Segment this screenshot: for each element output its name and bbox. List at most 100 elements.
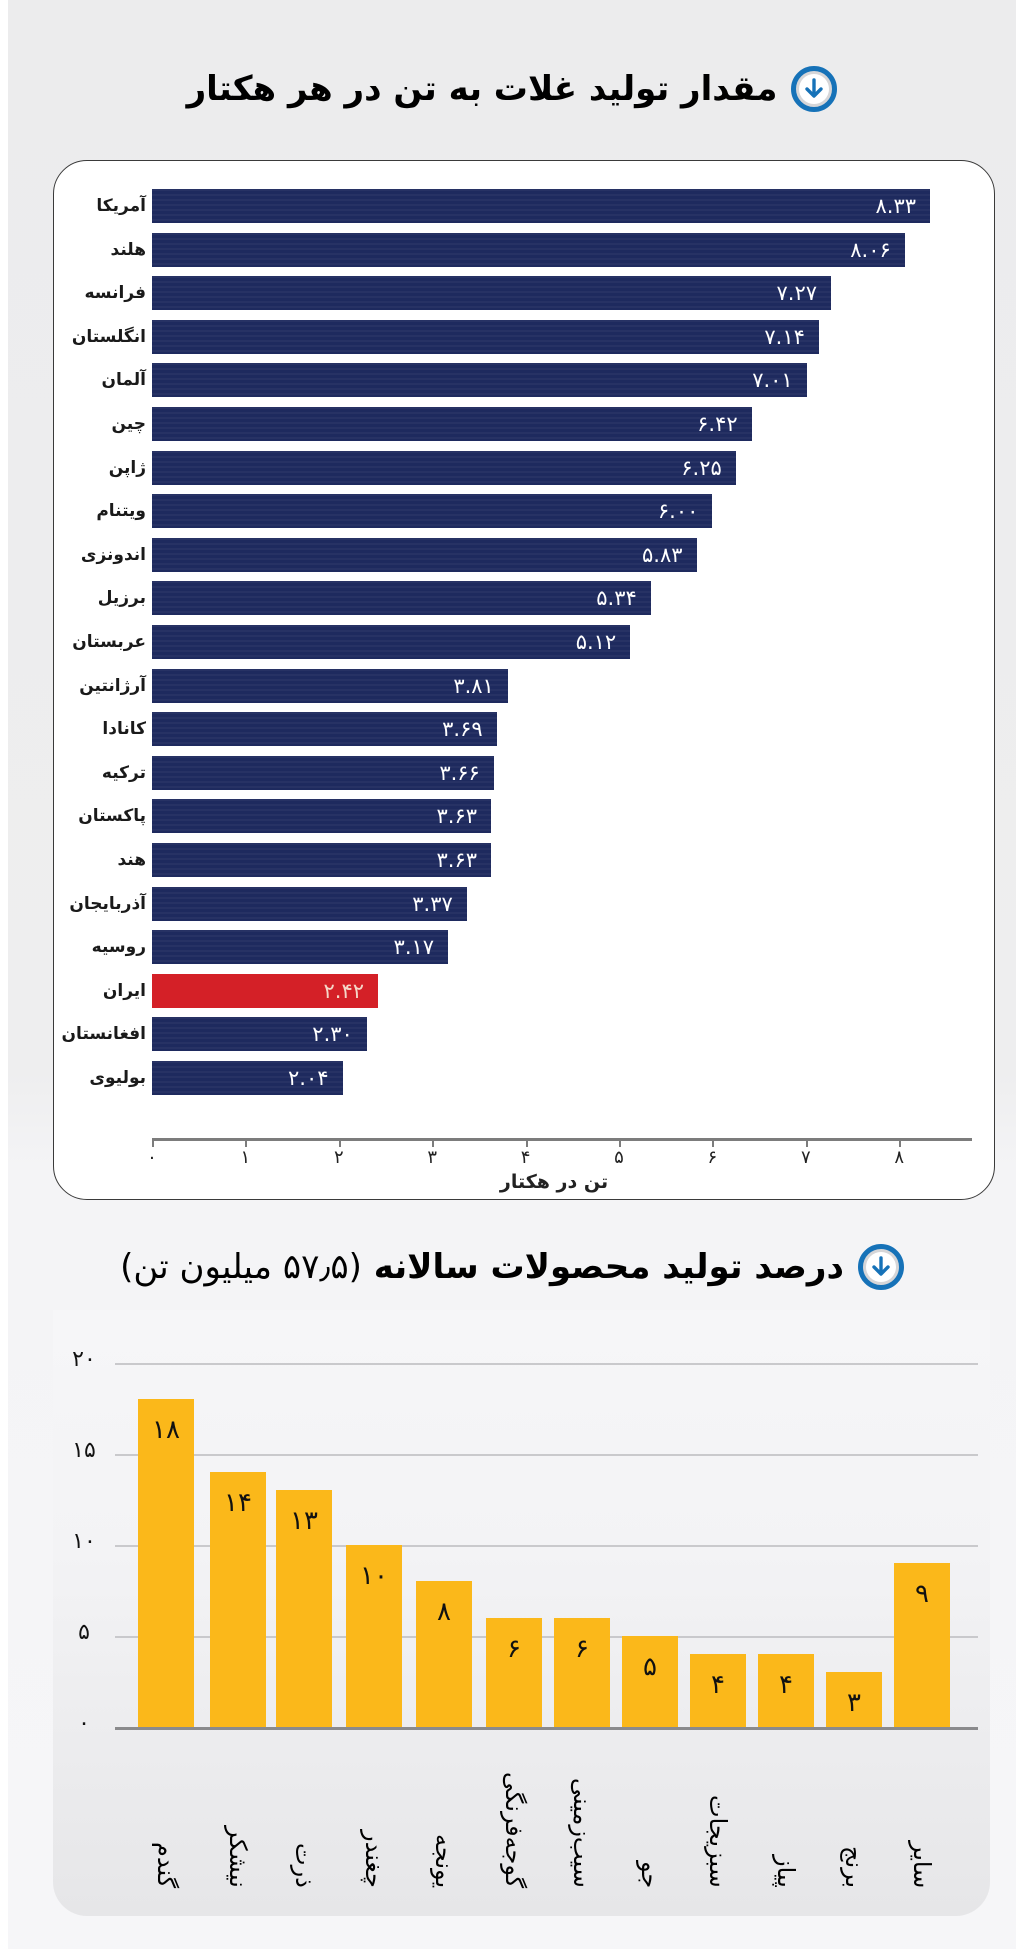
bar-row: آلمان ۷.۰۱ <box>54 363 994 398</box>
bar-category-label: آذربایجان <box>69 893 146 914</box>
x-tick <box>525 1141 528 1147</box>
bar-category-label: پیاز <box>772 1855 800 1888</box>
bar-category-label: برنج <box>840 1845 868 1888</box>
y-tick-label: ۵ <box>78 1620 90 1645</box>
category-label-wrap: پیاز <box>758 1738 814 1888</box>
bar-category-label: ذرت <box>290 1843 318 1888</box>
section2-title-bold: درصد تولید محصولات سالانه <box>373 1247 845 1287</box>
bar: ۲.۰۴ <box>152 1061 343 1095</box>
bar-category-label: جو <box>636 1860 664 1888</box>
bar-category-label: اندونزی <box>80 544 146 565</box>
bar: ۱۰ <box>346 1545 402 1727</box>
section2-title-subtitle: (۵۷٫۵ میلیون تن) <box>120 1247 363 1287</box>
bar-category-label: گندم <box>152 1841 180 1888</box>
bar: ۶.۲۵ <box>152 450 736 485</box>
bar-row: انگلستان ۷.۱۴ <box>54 319 994 354</box>
bar-row: آرژانتین ۳.۸۱ <box>54 668 994 703</box>
bar-row: کانادا ۳.۶۹ <box>54 712 994 747</box>
bar: ۳ <box>826 1672 882 1727</box>
bar-value-label: ۶ <box>507 1633 521 1664</box>
category-label-wrap: چغندر <box>346 1738 402 1888</box>
bar-row: فرانسه ۷.۲۷ <box>54 276 994 311</box>
bar: ۹ <box>894 1563 950 1727</box>
y-tick-label: ۱۵ <box>72 1438 96 1463</box>
gridline <box>115 1363 978 1365</box>
bar-value-label: ۱۸ <box>152 1415 180 1446</box>
x-tick <box>805 1141 808 1147</box>
bar-category-label: برزیل <box>97 588 146 609</box>
bar-value-label: ۶.۲۵ <box>681 455 722 480</box>
category-label-wrap: جو <box>622 1738 678 1888</box>
bar-row: پاکستان ۳.۶۳ <box>54 799 994 834</box>
bar: ۱۴ <box>210 1472 266 1727</box>
crop-share-panel <box>53 1310 990 1916</box>
bar-value-label: ۴ <box>779 1670 793 1701</box>
bar-category-label: ترکیه <box>101 762 146 783</box>
bar-row: آمریکا ۸.۳۳ <box>54 189 994 223</box>
bar: ۵ <box>622 1636 678 1727</box>
category-label-wrap: سایر <box>894 1738 950 1888</box>
bar-category-label: نیشکر <box>224 1826 252 1888</box>
bar-category-label: فرانسه <box>84 283 146 304</box>
category-label-wrap: نیشکر <box>210 1738 266 1888</box>
bar-category-label: چین <box>111 414 147 434</box>
bar-value-label: ۷.۲۷ <box>776 281 818 306</box>
section2-title: درصد تولید محصولات سالانه (۵۷٫۵ میلیون ت… <box>120 1247 845 1287</box>
bar-category-label: ژاپن <box>108 457 146 478</box>
y-tick-label: ۲۰ <box>72 1347 96 1372</box>
bar: ۶.۴۲ <box>152 407 752 441</box>
bar-category-label: بولیوی <box>89 1068 146 1088</box>
bar-category-label: آرژانتین <box>79 675 146 696</box>
x-tick-label: ۶ <box>707 1147 718 1168</box>
bar: ۷.۱۴ <box>152 319 819 354</box>
bar-value-label: ۷.۱۴ <box>764 324 805 349</box>
bar-value-label: ۶.۰۰ <box>657 499 699 524</box>
bar-value-label: ۷.۰۱ <box>752 368 793 393</box>
bar: ۳.۸۱ <box>152 668 508 703</box>
bar-value-label: ۵.۱۲ <box>575 630 617 654</box>
bar: ۸.۰۶ <box>152 232 905 267</box>
bar-row: افغانستان ۲.۳۰ <box>54 1017 994 1052</box>
bar-category-label: سبزیجات <box>704 1795 732 1888</box>
bar-row: ویتنام ۶.۰۰ <box>54 494 994 529</box>
bar-value-label: ۱۴ <box>224 1488 252 1519</box>
bar: ۴ <box>690 1654 746 1727</box>
bar-category-label: یونجه <box>430 1833 458 1888</box>
x-tick-label: ۸ <box>894 1147 905 1168</box>
bar-category-label: انگلستان <box>71 326 146 347</box>
bar-category-label: آمریکا <box>96 196 146 216</box>
bar: ۷.۰۱ <box>152 363 807 398</box>
bar-category-label: افغانستان <box>61 1024 146 1045</box>
x-tick <box>712 1141 715 1147</box>
x-tick <box>338 1141 341 1147</box>
bar-category-label: روسیه <box>91 937 146 958</box>
bar-category-label: ویتنام <box>96 501 146 522</box>
bar-row: روسیه ۳.۱۷ <box>54 930 994 965</box>
bar: ۶.۰۰ <box>152 494 713 529</box>
bar: ۳.۶۹ <box>152 712 497 747</box>
x-tick-label: ۰ <box>147 1147 157 1168</box>
bar: ۶ <box>554 1617 610 1727</box>
bar-value-label: ۳.۶۹ <box>442 717 483 742</box>
bar-value-label: ۵.۳۴ <box>596 586 637 611</box>
bar: ۸.۳۳ <box>152 189 931 223</box>
category-label-wrap: ذرت <box>276 1738 332 1888</box>
bar-value-label: ۳.۱۷ <box>393 935 435 960</box>
bar-value-label: ۲.۴۲ <box>323 978 365 1003</box>
bar: ۵.۸۳ <box>152 537 697 572</box>
x-axis-line <box>152 1138 972 1141</box>
bar-row: ژاپن ۶.۲۵ <box>54 450 994 485</box>
bar-value-label: ۳.۳۷ <box>412 891 453 916</box>
yield-chart-card: آمریکا ۸.۳۳ هلند ۸.۰۶ فرانسه ۷.۲۷ انگلستان ۷.۱۴… <box>53 160 995 1200</box>
bar: ۸ <box>416 1581 472 1727</box>
bar-category-label: هند <box>117 850 146 870</box>
section1-header: مقدار تولید غلات به تن در هر هکتار <box>0 66 1024 112</box>
bar-row: ایران ۲.۴۲ <box>54 973 994 1008</box>
bar-value-label: ۸.۳۳ <box>875 194 917 218</box>
bar-category-label: سایر <box>908 1840 936 1888</box>
bar-value-label: ۸ <box>437 1597 451 1628</box>
category-label-wrap: گوجه‌فرنگی <box>486 1738 542 1888</box>
bar-category-label: هلند <box>110 239 147 260</box>
bar-category-label: گوجه‌فرنگی <box>500 1771 528 1888</box>
x-tick-label: ۴ <box>520 1147 531 1168</box>
